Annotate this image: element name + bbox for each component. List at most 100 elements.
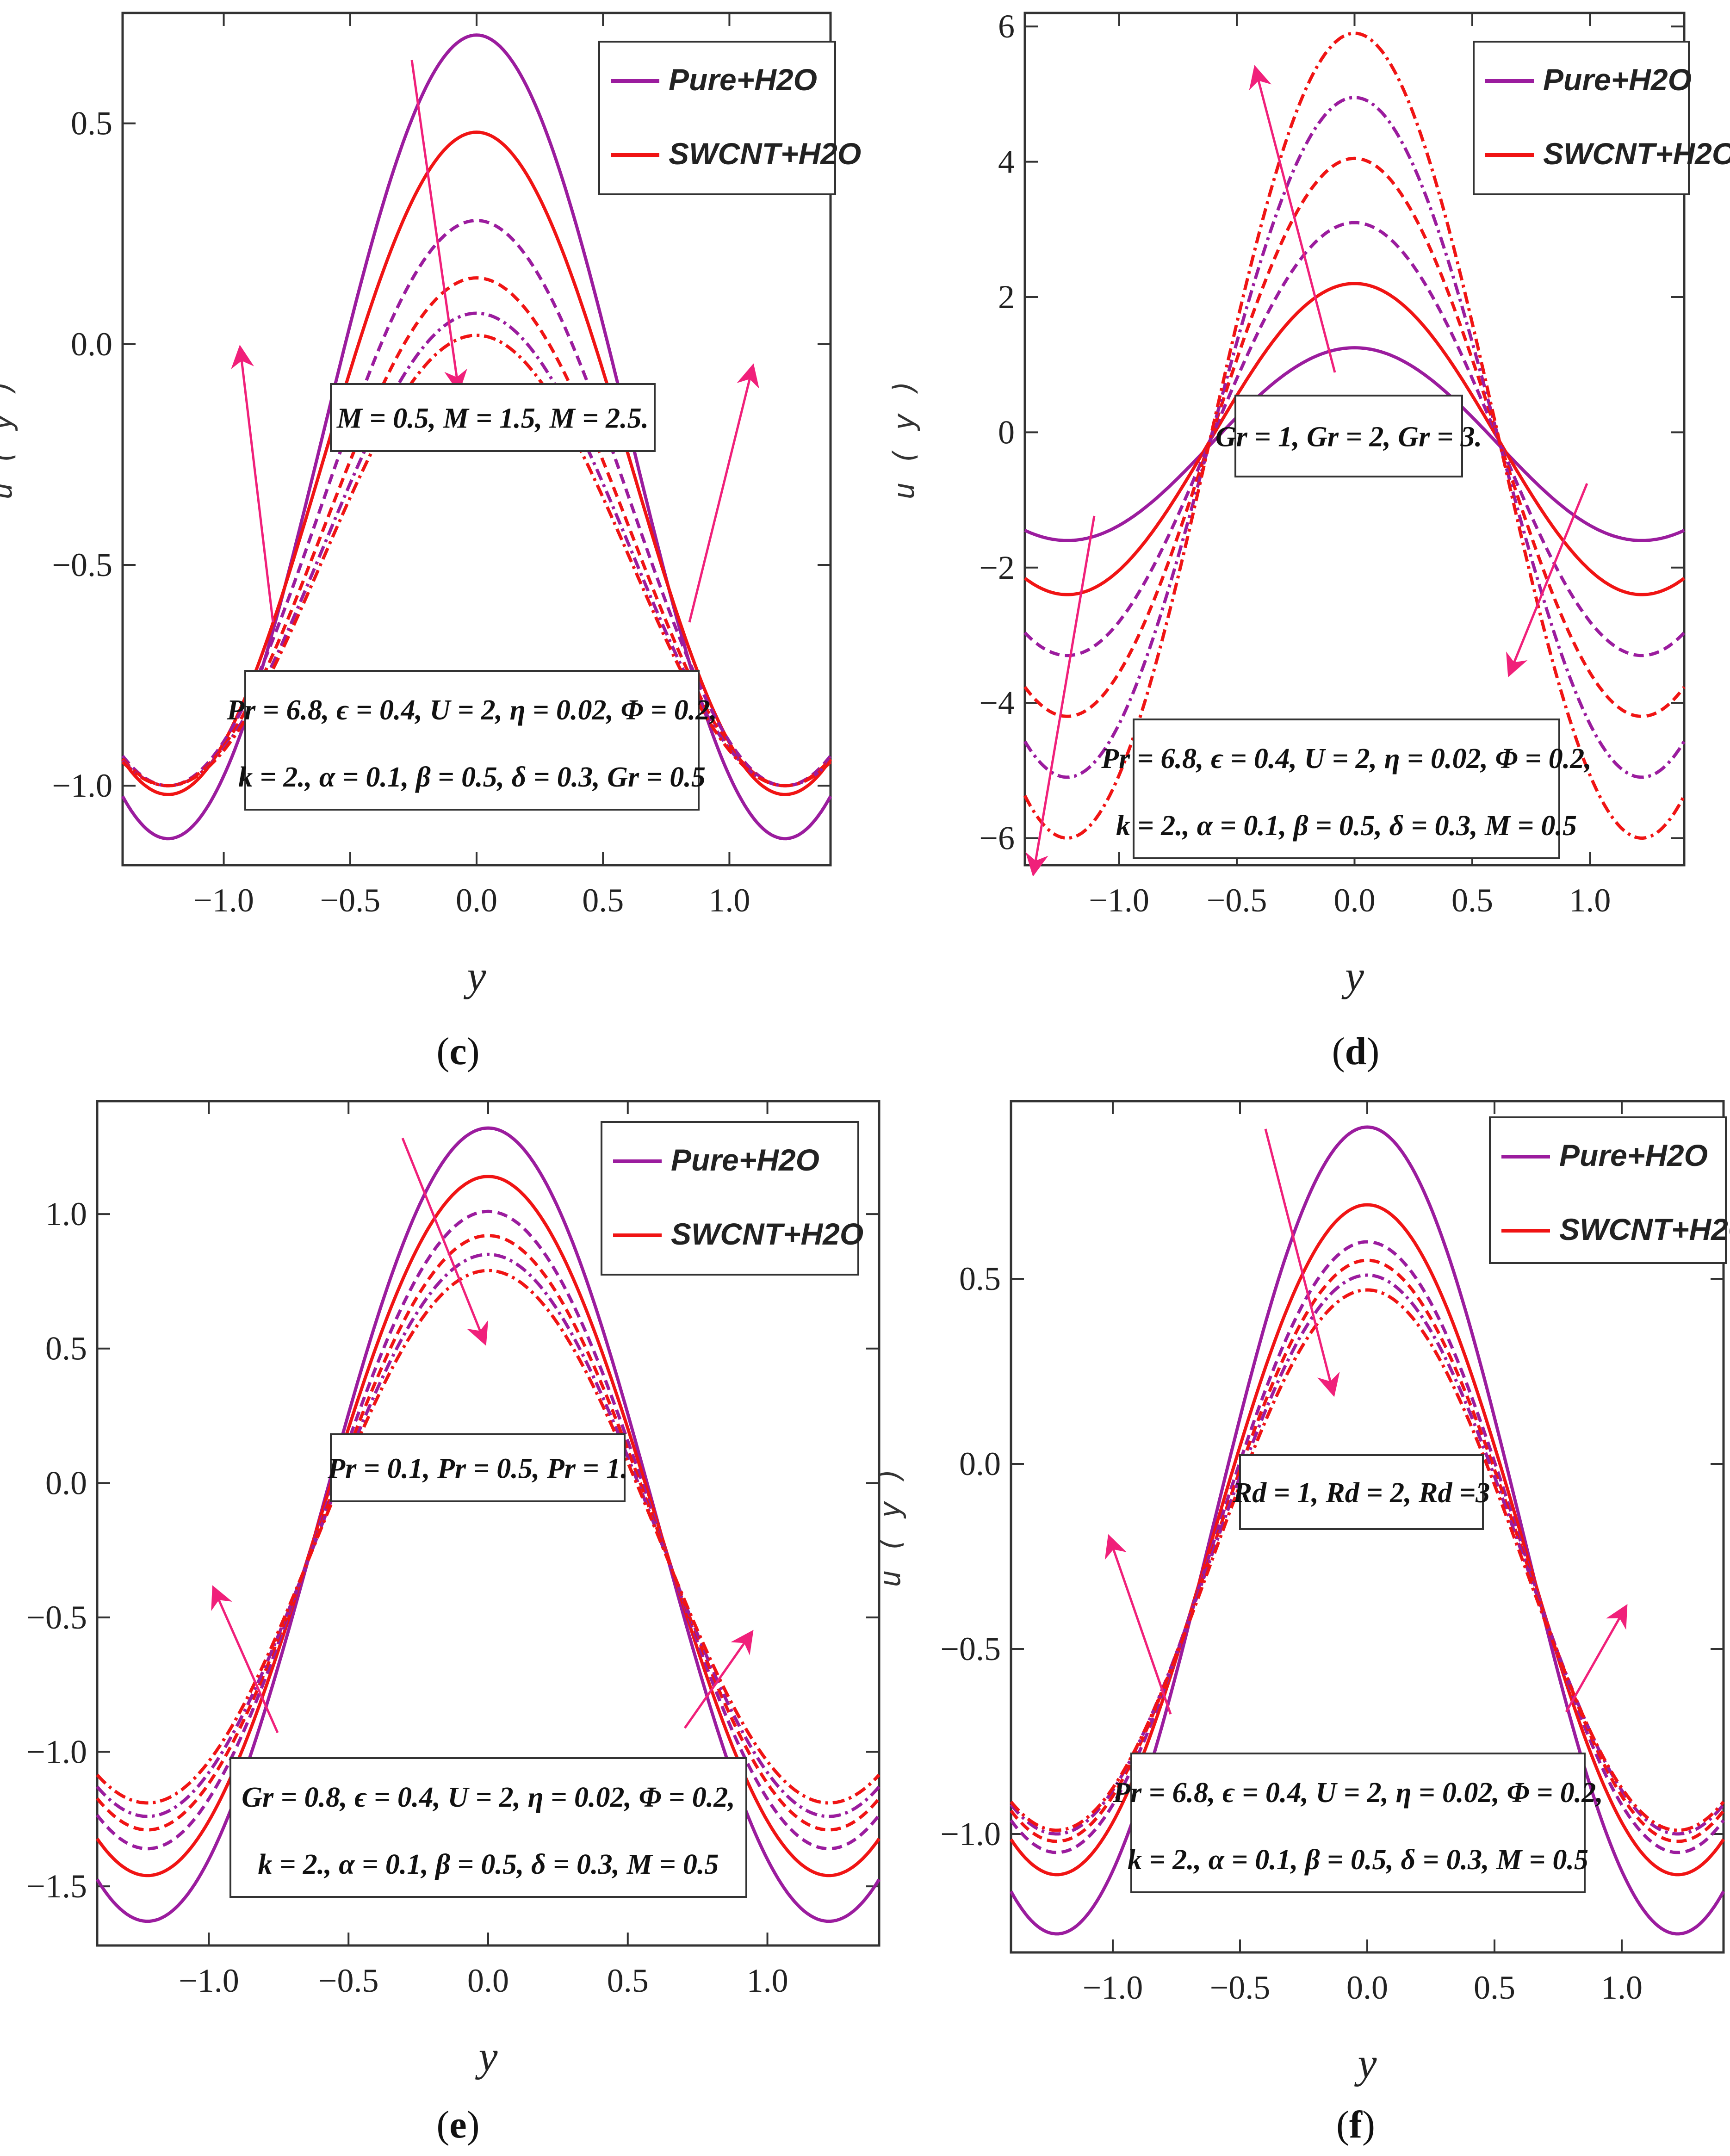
- x-tick-label: 0.5: [1451, 882, 1493, 919]
- legend-box: [1473, 41, 1690, 195]
- y-tick-label: 0.0: [959, 1445, 1001, 1482]
- fixed-params-line: Gr = 0.8, ϵ = 0.4, U = 2, η = 0.02, Φ = …: [242, 1782, 735, 1813]
- y-tick-label: −0.5: [26, 1599, 87, 1636]
- x-tick-label: 1.0: [1601, 1969, 1643, 2006]
- x-tick-label: −1.0: [1089, 882, 1149, 919]
- x-tick-label: 1.0: [708, 882, 750, 919]
- x-tick-label: −1.0: [179, 1962, 239, 1999]
- legend-label-swcnt: SWCNT+H2O: [669, 136, 861, 171]
- trend-arrow: [688, 363, 759, 623]
- x-tick-label: 0.0: [467, 1962, 509, 1999]
- series-line: [121, 219, 832, 787]
- series-line: [96, 1175, 881, 1877]
- y-tick-label: 0.0: [45, 1464, 87, 1501]
- fixed-params-line: k = 2., α = 0.1, β = 0.5, δ = 0.3, M = 0…: [258, 1849, 719, 1880]
- x-tick-label: 0.5: [582, 882, 624, 919]
- legend-label-swcnt: SWCNT+H2O: [1543, 136, 1730, 171]
- param-label: Gr = 1, Gr = 2, Gr = 3.: [1215, 421, 1482, 453]
- fixed-params-box: [244, 670, 700, 811]
- trend-arrow: [1264, 1128, 1340, 1397]
- series-line: [1010, 1240, 1725, 1854]
- y-tick-label: −1.5: [26, 1868, 87, 1905]
- fixed-params-box: [1130, 1753, 1586, 1893]
- series-line: [121, 276, 832, 787]
- trend-arrow: [401, 1138, 489, 1346]
- legend-label-pure: Pure+H2O: [1559, 1138, 1708, 1172]
- trend-arrow: [1104, 1534, 1172, 1715]
- param-label: Rd = 1, Rd = 2, Rd =3: [1233, 1477, 1490, 1509]
- y-tick-label: −0.5: [52, 546, 112, 583]
- trend-arrow: [211, 1585, 279, 1734]
- legend-box: [1489, 1116, 1727, 1264]
- y-tick-label: −1.0: [940, 1815, 1001, 1852]
- series-line: [96, 1209, 881, 1851]
- fixed-params-box: [229, 1757, 747, 1898]
- x-axis-label: y: [1341, 952, 1364, 999]
- panel-e: −1.0−0.50.00.51.01.00.50.0−0.5−1.0−1.5yu…: [26, 1100, 881, 2146]
- trend-arrow: [410, 60, 467, 393]
- param-label-box: [1239, 1454, 1484, 1530]
- legend-label-pure: Pure+H2O: [1543, 62, 1692, 97]
- series-line: [96, 1252, 881, 1818]
- y-tick-label: −1.0: [26, 1734, 87, 1771]
- fixed-params-box: [1133, 719, 1560, 859]
- series-line: [1023, 96, 1686, 779]
- series-line: [96, 1234, 881, 1832]
- x-tick-label: −0.5: [1210, 1969, 1271, 2006]
- x-tick-label: 1.0: [1569, 882, 1611, 919]
- param-label-box: [330, 1433, 626, 1502]
- series-line: [1023, 282, 1686, 596]
- series-line: [1010, 1258, 1725, 1843]
- y-tick-label: −2: [979, 549, 1015, 586]
- trend-arrow: [683, 1629, 754, 1729]
- y-axis-label: u ( y ): [873, 1466, 907, 1587]
- fixed-params-line: Pr = 6.8, ϵ = 0.4, U = 2, η = 0.02, Φ = …: [226, 694, 717, 726]
- series-line: [1023, 221, 1686, 657]
- y-tick-label: 0: [998, 414, 1015, 451]
- trend-arrow: [231, 345, 274, 623]
- series-line: [96, 1126, 881, 1923]
- param-label-box: [1234, 395, 1463, 477]
- series-line: [121, 334, 832, 787]
- series-line: [1010, 1273, 1725, 1836]
- y-tick-label: 0.0: [71, 326, 112, 363]
- x-tick-label: −1.0: [1083, 1969, 1143, 2006]
- series-line: [96, 1269, 881, 1805]
- y-tick-label: 6: [998, 8, 1015, 45]
- x-tick-label: −0.5: [1207, 882, 1267, 919]
- param-label-box: [330, 383, 656, 452]
- panel-caption: (e): [436, 2103, 479, 2146]
- legend-label-pure: Pure+H2O: [669, 62, 817, 97]
- panel-f: −1.0 −0.5 0.0 0.5 1.0 0.5 0.0 −0.5 −1.0 y u ( y ) P…: [873, 1100, 1730, 2146]
- y-axis-label: u ( y ): [887, 378, 921, 499]
- x-tick-label: −0.5: [318, 1962, 379, 1999]
- fixed-params-line: k = 2., α = 0.1, β = 0.5, δ = 0.3, M = 0…: [1128, 1844, 1588, 1876]
- y-tick-label: 2: [998, 279, 1015, 316]
- y-tick-label: −4: [979, 684, 1015, 721]
- x-tick-label: 0.0: [456, 882, 497, 919]
- x-axis-label: y: [464, 952, 486, 999]
- fixed-params-line: k = 2., α = 0.1, β = 0.5, δ = 0.3, M = 0…: [1116, 810, 1577, 842]
- panel-caption: (f): [1336, 2103, 1375, 2146]
- series-line: [121, 130, 832, 796]
- param-label: Pr = 0.1, Pr = 0.5, Pr = 1.: [327, 1453, 628, 1485]
- trend-arrow: [1506, 483, 1588, 677]
- legend-label-swcnt: SWCNT+H2O: [671, 1217, 863, 1251]
- series-line: [1023, 156, 1686, 718]
- param-label: M = 0.5, M = 1.5, M = 2.5.: [336, 403, 649, 434]
- panel-caption: (c): [436, 1030, 479, 1073]
- y-tick-label: 1.0: [45, 1196, 87, 1233]
- series-line: [1009, 1125, 1725, 1936]
- y-tick-label: −0.5: [940, 1630, 1001, 1667]
- legend-box: [601, 1121, 859, 1276]
- fixed-params-line: Pr = 6.8, ϵ = 0.4, U = 2, η = 0.02, Φ = …: [1112, 1777, 1603, 1809]
- fixed-params-line: Pr = 6.8, ϵ = 0.4, U = 2, η = 0.02, Φ = …: [1101, 743, 1592, 774]
- series-line: [1010, 1288, 1725, 1832]
- x-tick-label: 1.0: [747, 1962, 788, 1999]
- x-axis-label: y: [475, 2032, 498, 2080]
- y-axis-label: u ( y ): [0, 378, 19, 499]
- x-tick-label: 0.5: [607, 1962, 649, 1999]
- panel-d: −1.0 −0.5 0.0 0.5 1.0 6 4 2 0 −2 −4 −6 y u ( y ) Pure+…: [887, 8, 1730, 1073]
- x-tick-label: 0.0: [1346, 1969, 1388, 2006]
